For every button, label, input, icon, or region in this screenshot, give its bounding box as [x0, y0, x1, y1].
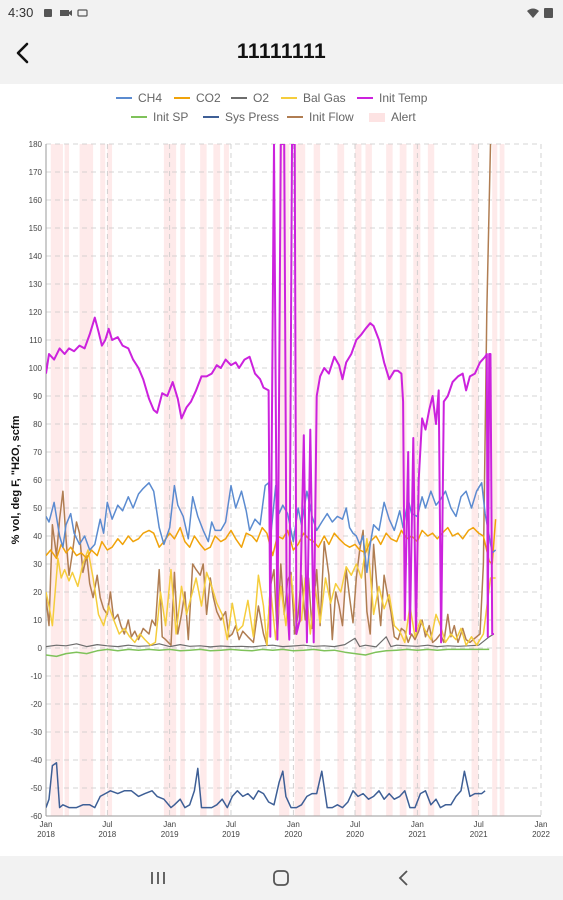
- recent-apps-icon[interactable]: [146, 866, 170, 890]
- x-tick-label: 2018: [98, 830, 116, 839]
- y-tick-label: -40: [30, 756, 42, 765]
- legend-label: Init Flow: [309, 110, 354, 124]
- chart-grid: [45, 143, 542, 817]
- status-bar: 4:30: [0, 0, 563, 26]
- x-tick-label: Jan: [411, 820, 424, 829]
- home-icon[interactable]: [269, 866, 293, 890]
- x-tick-label: Jan: [535, 820, 548, 829]
- x-tick-label: 2018: [37, 830, 55, 839]
- legend-label: O2: [253, 91, 269, 105]
- series-line-ch4: [46, 482, 497, 574]
- legend-label: Init Temp: [379, 91, 428, 105]
- alert-band: [492, 144, 498, 816]
- alert-band: [365, 144, 372, 816]
- x-tick-label: Jul: [474, 820, 484, 829]
- y-tick-label: -30: [30, 728, 42, 737]
- y-tick-label: 50: [33, 504, 42, 513]
- x-tick-label: Jan: [163, 820, 176, 829]
- y-tick-label: 80: [33, 420, 42, 429]
- alert-band: [354, 144, 362, 816]
- chart-series: [46, 144, 497, 809]
- y-tick-label: 40: [33, 532, 42, 541]
- x-tick-label: Jul: [350, 820, 360, 829]
- alert-band: [499, 144, 505, 816]
- alert-band: [427, 144, 435, 816]
- legend-label: Bal Gas: [303, 91, 346, 105]
- back-icon[interactable]: [392, 866, 416, 890]
- x-tick-label: 2021: [408, 830, 426, 839]
- x-tick-label: 2021: [470, 830, 488, 839]
- series-line-init-sp: [46, 648, 490, 658]
- status-time: 4:30: [8, 5, 34, 20]
- series-line-sys-press: [46, 762, 486, 809]
- y-tick-label: 10: [33, 616, 42, 625]
- legend-label: Init SP: [153, 110, 188, 124]
- chart-panel: CH4 CO2 O2 Bal Gas Init Temp Init SP Sys Press…: [0, 84, 563, 856]
- x-tick-label: 2019: [161, 830, 179, 839]
- y-tick-label: 150: [29, 224, 43, 233]
- chart-axes: -60 -50 -40 -30 -20 -10 0 10 20 30 40 50 60 70 80 90 100…: [29, 140, 551, 839]
- x-tick-label: Jul: [102, 820, 112, 829]
- alert-band: [471, 144, 479, 816]
- x-tick-label: Jan: [287, 820, 300, 829]
- line-chart: CH4 CO2 O2 Bal Gas Init Temp Init SP Sys Press…: [10, 91, 551, 839]
- y-tick-label: 180: [29, 140, 43, 149]
- y-tick-label: 90: [33, 392, 42, 401]
- x-tick-label: 2022: [532, 830, 550, 839]
- y-tick-label: 0: [38, 644, 43, 653]
- y-tick-label: 110: [29, 336, 42, 345]
- y-tick-label: 140: [29, 252, 43, 261]
- x-tick-label: 2020: [284, 830, 302, 839]
- legend-swatch-alert: [369, 113, 385, 122]
- y-axis-label: % vol, deg F, "H2O, scfm: [10, 415, 22, 544]
- y-tick-label: 70: [33, 448, 42, 457]
- y-tick-label: 120: [29, 308, 43, 317]
- x-tick-label: Jul: [226, 820, 236, 829]
- y-tick-label: 60: [33, 476, 42, 485]
- app-bar: 11111111: [0, 26, 563, 84]
- legend-label: CO2: [196, 91, 221, 105]
- alert-band: [337, 144, 345, 816]
- status-wifi-battery-icons: [527, 8, 553, 18]
- x-tick-label: 2019: [222, 830, 240, 839]
- y-tick-label: -10: [30, 672, 42, 681]
- x-tick-label: 2020: [346, 830, 364, 839]
- legend-label: Alert: [391, 110, 416, 124]
- y-tick-label: -20: [30, 700, 42, 709]
- y-tick-label: 130: [29, 280, 43, 289]
- series-line-co2: [46, 519, 497, 565]
- series-line-bal-gas: [46, 538, 496, 646]
- y-tick-label: 160: [29, 196, 43, 205]
- page-title: 11111111: [236, 40, 327, 63]
- system-nav-bar: [0, 856, 563, 900]
- series-line-init-temp: [46, 144, 494, 644]
- chart-legend: CH4 CO2 O2 Bal Gas Init Temp Init SP Sys Press…: [116, 91, 428, 124]
- status-notification-icons: [44, 9, 88, 17]
- legend-label: Sys Press: [225, 110, 279, 124]
- x-tick-label: Jan: [40, 820, 53, 829]
- y-tick-label: 170: [29, 168, 43, 177]
- alert-band: [213, 144, 221, 816]
- legend-label: CH4: [138, 91, 162, 105]
- y-tick-label: -50: [30, 784, 42, 793]
- y-tick-label: -60: [30, 812, 42, 821]
- y-tick-label: 30: [33, 560, 42, 569]
- y-tick-label: 20: [33, 588, 42, 597]
- y-tick-label: 100: [29, 364, 43, 373]
- chevron-left-icon[interactable]: [8, 38, 38, 68]
- series-line-o2: [46, 633, 495, 648]
